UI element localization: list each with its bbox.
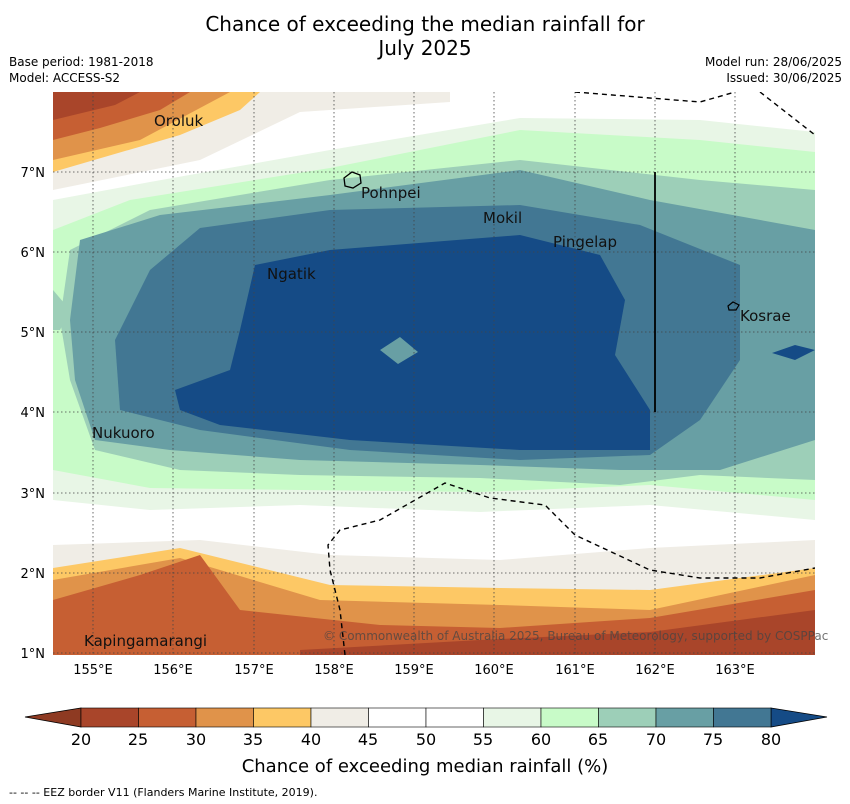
title-line-2: July 2025	[378, 36, 472, 60]
lat-tick-label: 4°N	[21, 406, 46, 421]
contour-30-south	[53, 555, 815, 655]
place-label-nukuoro: Nukuoro	[92, 424, 155, 442]
lat-tick-label: 7°N	[21, 166, 46, 181]
colorbar-cell	[598, 707, 657, 728]
colorbar-over-arrow	[770, 707, 828, 728]
colorbar-tick: 30	[186, 730, 206, 749]
colorbar-cell	[425, 707, 484, 728]
colorbar-tick: 65	[588, 730, 608, 749]
colorbar-under-arrow	[24, 707, 82, 728]
colorbar-tick: 80	[761, 730, 781, 749]
eez-footnote: -- -- -- EEZ border V11 (Flanders Marine…	[9, 786, 318, 799]
colorbar-tick: 55	[473, 730, 493, 749]
lat-gridlines	[53, 171, 815, 654]
pohnpei-island-shape	[343, 171, 362, 189]
colorbar: 20 25 30 35 40 45 50 55 60 65 70 75 80 C…	[24, 707, 828, 777]
place-label-kapingamarangi: Kapingamarangi	[84, 632, 207, 650]
lat-tick-label: 6°N	[21, 246, 46, 261]
model-name: Model: ACCESS-S2	[9, 71, 121, 85]
model-run: Model run: 28/06/2025	[704, 55, 842, 69]
lat-tick-label: 3°N	[21, 487, 46, 502]
lon-tick-label: 156°E	[153, 663, 193, 678]
colorbar-tick: 70	[646, 730, 666, 749]
colorbar-cell	[80, 707, 139, 728]
contour-80-main	[175, 235, 650, 450]
contour-65-west	[53, 290, 70, 330]
colorbar-cell	[483, 707, 542, 728]
contour-25-north	[53, 92, 140, 120]
colorbar-tick: 35	[243, 730, 263, 749]
lon-tick-label: 162°E	[635, 663, 675, 678]
base-period: Base period: 1981-2018	[9, 55, 154, 69]
colorbar-tick: 25	[128, 730, 148, 749]
lon-tick-label: 159°E	[394, 663, 434, 678]
lon-tick-label: 157°E	[234, 663, 274, 678]
place-label-pohnpei: Pohnpei	[361, 184, 421, 202]
lon-axis-labels: 155°E 156°E 157°E 158°E 159°E 160°E 161°…	[73, 663, 755, 678]
lon-tick-label: 160°E	[474, 663, 514, 678]
place-label-kosrae: Kosrae	[740, 307, 791, 325]
lon-tick-label: 163°E	[715, 663, 755, 678]
lat-axis-labels: 7°N 6°N 5°N 4°N 3°N 2°N 1°N	[21, 166, 46, 662]
meta-left: Base period: 1981-2018 Model: ACCESS-S2	[9, 54, 154, 86]
contour-70-islet	[380, 337, 418, 364]
map-title: Chance of exceeding the median rainfall …	[0, 12, 850, 60]
lat-tick-label: 1°N	[21, 647, 46, 662]
lat-tick-label: 2°N	[21, 567, 46, 582]
colorbar-tick: 20	[71, 730, 91, 749]
colorbar-cell	[713, 707, 772, 728]
lat-tick-label: 5°N	[21, 326, 46, 341]
colorbar-cells	[80, 707, 772, 728]
copyright-text: © Commonwealth of Australia 2025, Bureau…	[323, 629, 828, 643]
colorbar-cell	[368, 707, 427, 728]
contour-80-kosrae	[772, 345, 815, 360]
place-label-ngatik: Ngatik	[267, 265, 316, 283]
rainfall-contours	[53, 92, 815, 655]
colorbar-cell	[195, 707, 254, 728]
place-label-oroluk: Oroluk	[154, 112, 203, 130]
colorbar-cell	[253, 707, 312, 728]
colorbar-cell	[655, 707, 714, 728]
colorbar-tick: 50	[416, 730, 436, 749]
lon-tick-label: 161°E	[555, 663, 595, 678]
contour-25-south	[300, 610, 815, 655]
colorbar-tick: 60	[531, 730, 551, 749]
eez-borders	[327, 92, 815, 655]
place-label-mokil: Mokil	[483, 209, 522, 227]
colorbar-cell	[540, 707, 599, 728]
colorbar-tick: 40	[301, 730, 321, 749]
colorbar-label: Chance of exceeding median rainfall (%)	[242, 756, 609, 777]
lon-tick-label: 158°E	[314, 663, 354, 678]
meta-right: Model run: 28/06/2025 Issued: 30/06/2025	[705, 54, 842, 86]
colorbar-tick: 45	[358, 730, 378, 749]
kosrae-island-shape	[727, 301, 740, 311]
colorbar-cell	[138, 707, 197, 728]
issued-date: Issued: 30/06/2025	[726, 71, 842, 85]
lon-tick-label: 155°E	[73, 663, 113, 678]
place-label-pingelap: Pingelap	[553, 233, 617, 251]
colorbar-cell	[310, 707, 369, 728]
title-line-1: Chance of exceeding the median rainfall …	[205, 12, 645, 36]
colorbar-tick-labels: 20 25 30 35 40 45 50 55 60 65 70 75 80	[71, 730, 781, 749]
colorbar-tick: 75	[703, 730, 723, 749]
